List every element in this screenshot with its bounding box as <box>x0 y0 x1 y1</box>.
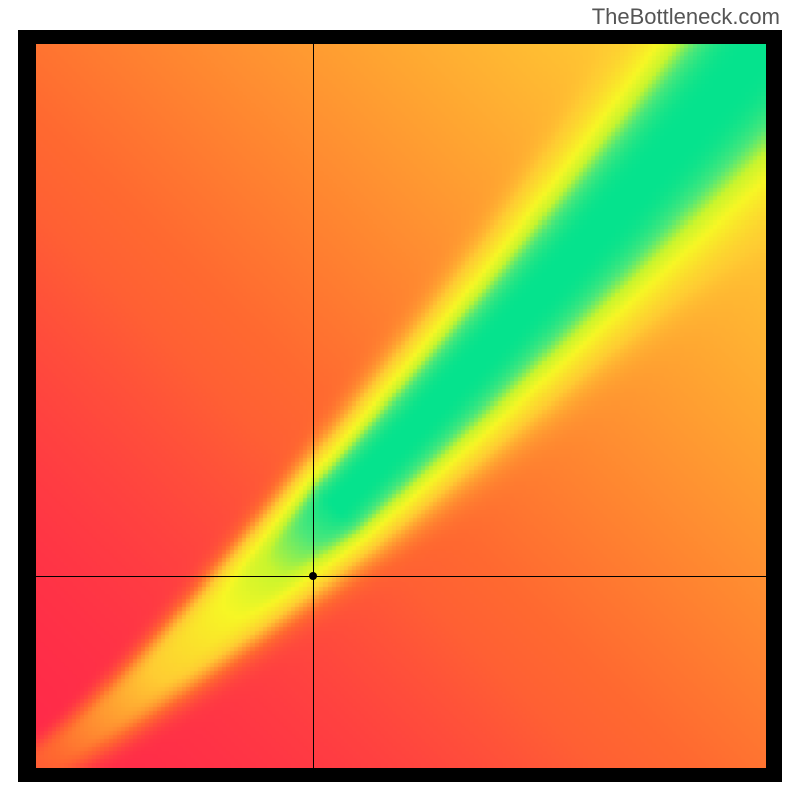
crosshair-vertical <box>313 44 314 768</box>
watermark-text: TheBottleneck.com <box>592 4 780 30</box>
crosshair-horizontal <box>36 576 766 577</box>
plot-area <box>36 44 766 768</box>
heatmap-canvas <box>36 44 766 768</box>
figure: TheBottleneck.com <box>0 0 800 800</box>
crosshair-marker <box>309 572 317 580</box>
plot-frame <box>18 30 782 782</box>
